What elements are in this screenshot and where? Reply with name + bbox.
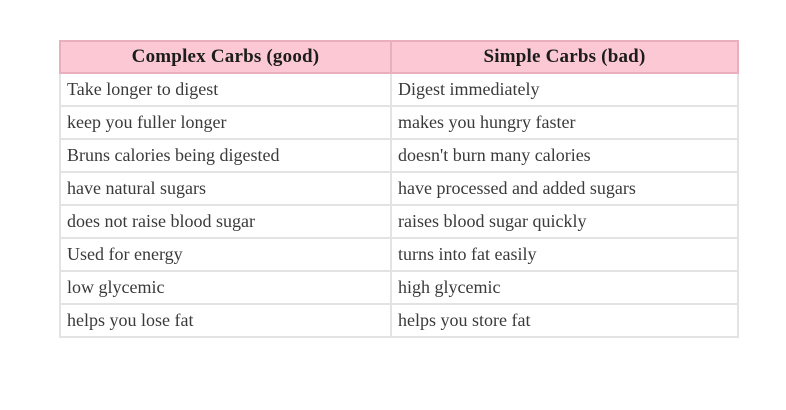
table-row: have natural sugars have processed and a…: [59, 171, 739, 206]
table-cell-simple: turns into fat easily: [390, 237, 739, 272]
table-row: Take longer to digest Digest immediately: [59, 72, 739, 107]
table-cell-complex: Bruns calories being digested: [59, 138, 392, 173]
table-cell-complex: Used for energy: [59, 237, 392, 272]
table-row: low glycemic high glycemic: [59, 270, 739, 305]
table-cell-simple: doesn't burn many calories: [390, 138, 739, 173]
table-cell-complex: does not raise blood sugar: [59, 204, 392, 239]
header-simple-carbs: Simple Carbs (bad): [390, 40, 739, 74]
table-row: does not raise blood sugar raises blood …: [59, 204, 739, 239]
table-cell-complex: helps you lose fat: [59, 303, 392, 338]
table-cell-simple: makes you hungry faster: [390, 105, 739, 140]
table-cell-complex: low glycemic: [59, 270, 392, 305]
table-cell-simple: helps you store fat: [390, 303, 739, 338]
table-cell-complex: have natural sugars: [59, 171, 392, 206]
table-cell-simple: high glycemic: [390, 270, 739, 305]
carbs-comparison-table-container: Complex Carbs (good) Simple Carbs (bad) …: [59, 40, 739, 338]
header-row: Complex Carbs (good) Simple Carbs (bad): [59, 40, 739, 74]
table-row: keep you fuller longer makes you hungry …: [59, 105, 739, 140]
table-row: Used for energy turns into fat easily: [59, 237, 739, 272]
table-cell-complex: keep you fuller longer: [59, 105, 392, 140]
table-cell-simple: have processed and added sugars: [390, 171, 739, 206]
table-cell-complex: Take longer to digest: [59, 72, 392, 107]
carbs-comparison-table: Complex Carbs (good) Simple Carbs (bad) …: [59, 40, 739, 338]
table-cell-simple: Digest immediately: [390, 72, 739, 107]
header-complex-carbs: Complex Carbs (good): [59, 40, 392, 74]
table-row: helps you lose fat helps you store fat: [59, 303, 739, 338]
table-row: Bruns calories being digested doesn't bu…: [59, 138, 739, 173]
table-cell-simple: raises blood sugar quickly: [390, 204, 739, 239]
